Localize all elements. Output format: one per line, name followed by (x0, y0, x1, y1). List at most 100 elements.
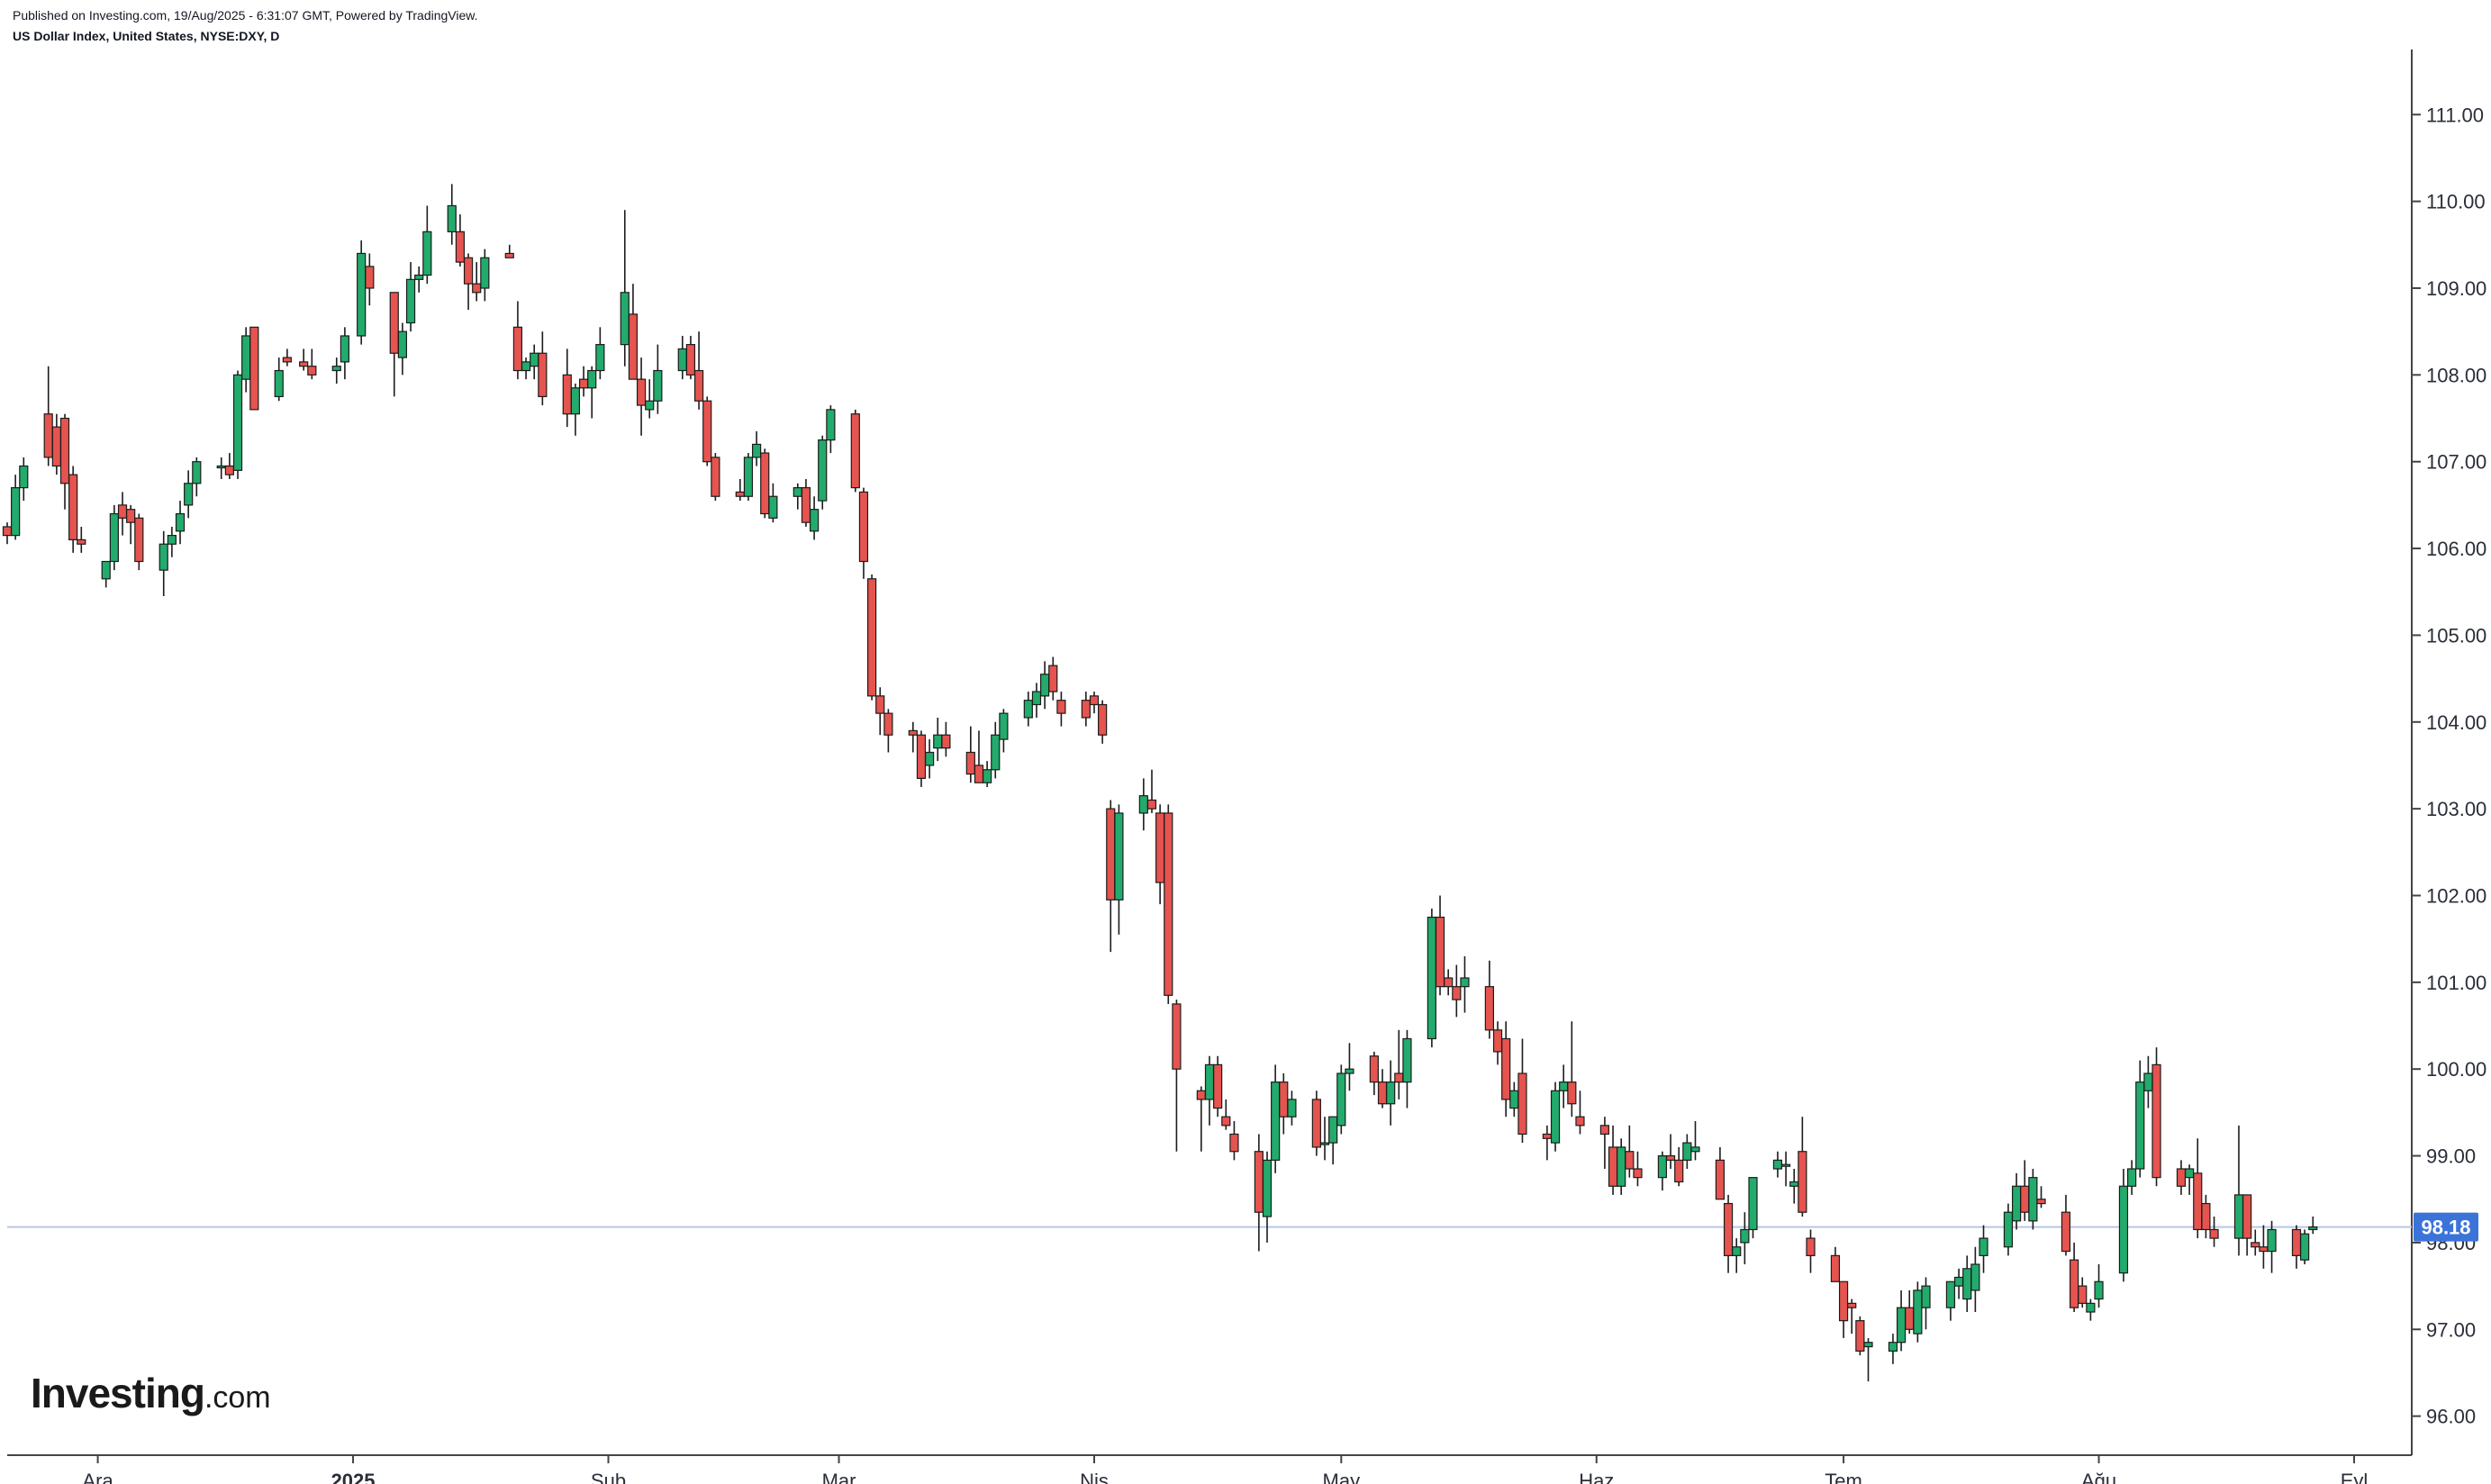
candle-body (1847, 1302, 1857, 1308)
candle (1921, 1277, 1931, 1330)
candle-body (916, 734, 927, 780)
candle-body (2176, 1168, 2187, 1187)
candle (999, 709, 1009, 753)
candle (1509, 1081, 1519, 1118)
candle (653, 344, 663, 414)
candle-body (2011, 1185, 2022, 1222)
candle-body (1345, 1068, 1354, 1074)
candle (1081, 692, 1091, 727)
candle-body (472, 283, 482, 294)
candle (908, 721, 918, 753)
candle (389, 292, 399, 397)
candle (1896, 1289, 1907, 1352)
candle (1089, 692, 1100, 714)
candle-body (463, 257, 474, 285)
candle (1550, 1081, 1561, 1152)
x-tick-label: Mar (822, 1470, 856, 1484)
candle-body (702, 400, 712, 463)
candle (2, 522, 13, 545)
candle (1913, 1281, 1923, 1343)
candle (447, 184, 457, 245)
candle-body (743, 457, 754, 497)
candle (1040, 661, 1050, 710)
candle (159, 530, 168, 597)
candle-body (1435, 916, 1445, 988)
candle (340, 327, 349, 380)
candle-body (405, 278, 416, 324)
candle (883, 709, 893, 753)
candle (68, 466, 78, 553)
candle-body (2201, 1202, 2211, 1231)
candle-body (1279, 1081, 1289, 1118)
candle (1427, 908, 1436, 1048)
candle (991, 721, 1001, 779)
candle (1279, 1073, 1289, 1135)
candle-body (1690, 1146, 1700, 1153)
candle-body (2135, 1081, 2145, 1170)
candle (1542, 1125, 1552, 1161)
candle (1674, 1146, 1684, 1187)
candle (933, 717, 943, 762)
candle-body (538, 352, 548, 398)
candle (175, 501, 186, 545)
candle-body (1106, 808, 1116, 900)
candle (760, 448, 770, 519)
candle-body (1172, 1003, 1182, 1070)
candle-body (2127, 1168, 2137, 1187)
candle-body (2020, 1185, 2030, 1213)
candle-body (826, 409, 836, 441)
candle-body (801, 487, 811, 523)
candle-body (875, 695, 885, 714)
candle-body (1394, 1072, 1404, 1083)
y-tick-label: 109.00 (2426, 277, 2486, 300)
candle (620, 210, 630, 366)
candle (1114, 804, 1124, 935)
candle (2209, 1217, 2219, 1247)
candle (826, 405, 836, 454)
candle (504, 244, 514, 258)
candle-body (241, 335, 251, 380)
candle-body (447, 204, 457, 232)
candle (751, 430, 762, 466)
candle-body (59, 417, 70, 484)
candle (1789, 1169, 1799, 1204)
candle (538, 331, 548, 406)
candle (1164, 804, 1173, 1004)
y-tick-label: 101.00 (2426, 972, 2486, 994)
candle (768, 483, 778, 523)
candle (224, 453, 234, 479)
candle-body (422, 231, 432, 276)
candle-body (2151, 1063, 2161, 1179)
candle (405, 262, 416, 332)
candle (1328, 1116, 1338, 1165)
candle (1806, 1229, 1816, 1273)
candle-body (1806, 1237, 1816, 1256)
candle-body (2193, 1172, 2203, 1231)
candle-body (2233, 1194, 2244, 1239)
candle-body (1559, 1081, 1569, 1091)
candle (126, 504, 136, 545)
last-price-badge (2414, 1212, 2478, 1242)
candle-body (2086, 1302, 2096, 1313)
candle (628, 284, 639, 380)
candle-body (480, 257, 490, 289)
candle (1213, 1055, 1223, 1118)
candle-body (1221, 1116, 1231, 1127)
candle-body (1402, 1037, 1412, 1083)
candle-body (1098, 703, 1108, 736)
candle-body (677, 348, 687, 372)
candle (101, 560, 111, 588)
candle (1798, 1117, 1807, 1217)
candle-body (1723, 1202, 1734, 1256)
candle (1221, 1099, 1231, 1130)
candle-body (68, 474, 78, 541)
candle-body (1319, 1142, 1330, 1145)
candle-body (397, 330, 408, 358)
candle (974, 730, 984, 783)
candle-body (1492, 1029, 1503, 1053)
y-tick-label: 102.00 (2426, 884, 2486, 907)
candle-body (134, 517, 144, 563)
candle (1311, 1090, 1321, 1156)
candle (1031, 683, 1042, 718)
